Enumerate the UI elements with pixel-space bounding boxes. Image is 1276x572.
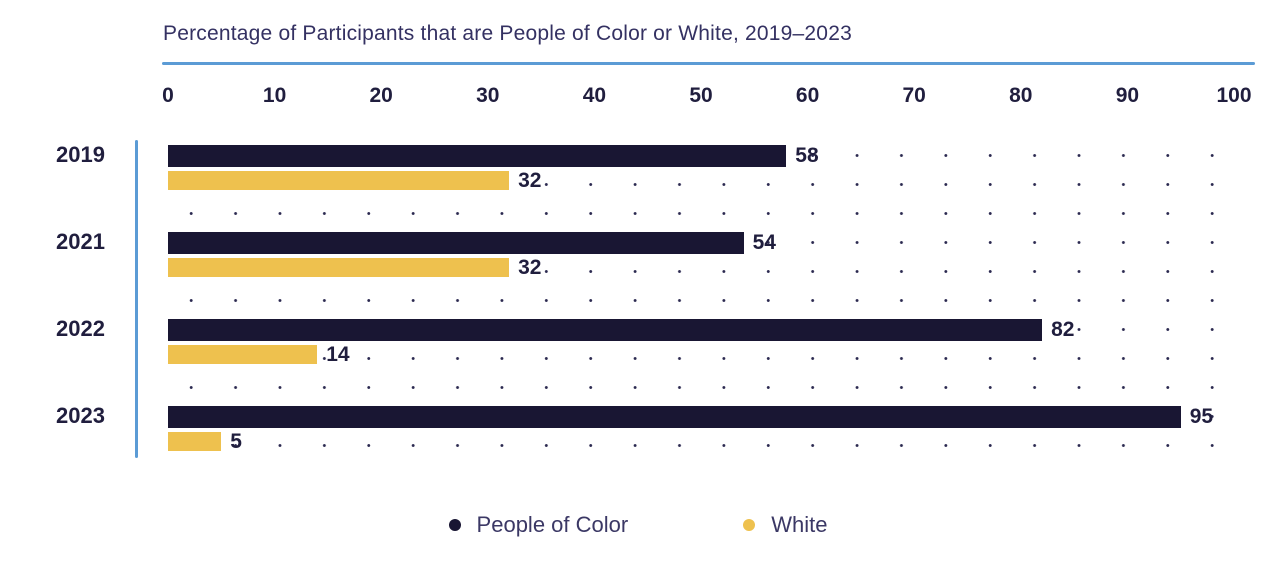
x-tick-label: 30	[476, 84, 500, 107]
value-label: 82	[1051, 318, 1075, 341]
x-tick-label: 70	[902, 84, 926, 107]
value-label: 14	[326, 342, 350, 366]
bar-people-of-color	[168, 232, 744, 254]
x-tick-label: 60	[795, 84, 820, 107]
bar-white	[168, 432, 222, 451]
legend-label: White	[771, 512, 828, 537]
bar-people-of-color	[168, 406, 1181, 428]
legend-item: White	[743, 512, 827, 538]
bar-group: 32	[168, 255, 1234, 279]
bar-group: 58	[168, 144, 1234, 167]
legend: People of Color White	[0, 512, 1276, 538]
category-label: 2019	[56, 142, 105, 167]
chart-row: 2022 82 14	[56, 312, 1234, 399]
value-label: 95	[1189, 405, 1214, 428]
value-label: 58	[795, 144, 819, 167]
bar-white	[168, 258, 510, 277]
x-tick-label: 100	[1216, 84, 1252, 107]
title-divider	[162, 62, 1255, 65]
chart-title: Percentage of Participants that are Peop…	[163, 22, 852, 45]
x-tick-label: 0	[162, 84, 174, 107]
bar-group: 5	[168, 429, 1234, 453]
bar-group: 95	[168, 405, 1234, 428]
legend-swatch-white	[743, 519, 756, 531]
value-label: 5	[230, 429, 242, 453]
legend-item: People of Color	[448, 512, 629, 538]
bar-people-of-color	[168, 319, 1043, 341]
category-label: 2023	[56, 403, 105, 428]
x-tick-label: 50	[689, 84, 713, 107]
bar-group: 54	[168, 231, 1234, 254]
bar-group: 32	[168, 168, 1234, 192]
x-tick-label: 40	[582, 84, 607, 107]
chart-row: 2021 54 32	[56, 225, 1234, 312]
bar-white	[168, 171, 510, 190]
x-tick-label: 10	[262, 84, 287, 107]
value-label: 32	[518, 168, 542, 192]
value-label: 32	[518, 255, 542, 279]
value-label: 54	[752, 231, 776, 254]
bar-white	[168, 345, 318, 364]
bar-group: 14	[168, 342, 1234, 366]
category-label: 2022	[56, 316, 105, 341]
plot-area: 2019 58 32 2021 54 32 2022 82 14 2023 95 5	[56, 138, 1234, 468]
chart-row: 2019 58 32	[56, 138, 1234, 225]
x-axis: 0 10 20 30 40 50 60 70 80 90 100	[162, 84, 1251, 112]
category-label: 2021	[56, 229, 105, 254]
bar-group: 82	[168, 318, 1234, 341]
x-tick-label: 90	[1115, 84, 1140, 107]
y-axis-line	[135, 140, 138, 458]
legend-label: People of Color	[476, 512, 629, 537]
legend-swatch-people-of-color	[448, 519, 461, 531]
x-tick-label: 20	[369, 84, 393, 107]
x-tick-label: 80	[1009, 84, 1033, 107]
chart-row: 2023 95 5	[56, 399, 1234, 486]
bar-people-of-color	[168, 145, 787, 167]
